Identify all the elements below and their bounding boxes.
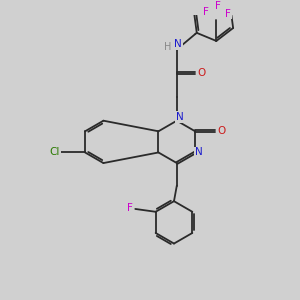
Text: Cl: Cl <box>50 148 60 158</box>
Text: O: O <box>217 126 225 136</box>
Text: F: F <box>203 7 208 17</box>
Text: F: F <box>215 1 221 11</box>
Text: O: O <box>197 68 206 78</box>
Text: N: N <box>195 148 203 158</box>
Text: F: F <box>127 202 133 212</box>
Text: F: F <box>225 9 231 19</box>
Text: N: N <box>176 112 184 122</box>
Text: H: H <box>164 42 172 52</box>
Text: N: N <box>174 39 182 49</box>
